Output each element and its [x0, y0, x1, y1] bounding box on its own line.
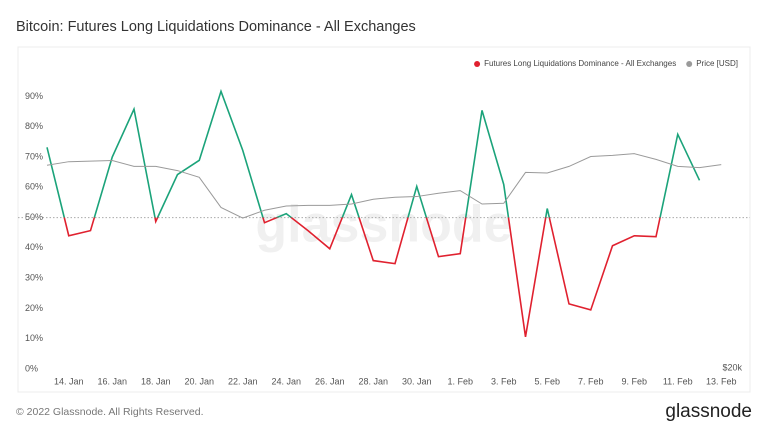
- x-tick-label: 9. Feb: [621, 376, 647, 386]
- x-tick-label: 3. Feb: [491, 376, 517, 386]
- y-tick-label: 90%: [25, 91, 43, 101]
- plot-frame: [17, 46, 751, 393]
- y-tick-label: 80%: [25, 121, 43, 131]
- x-tick-label: 26. Jan: [315, 376, 345, 386]
- y-tick-label: 0%: [25, 363, 38, 373]
- x-tick-label: 16. Jan: [97, 376, 127, 386]
- x-tick-label: 13. Feb: [706, 376, 737, 386]
- footer: © 2022 Glassnode. All Rights Reserved.: [16, 406, 204, 418]
- y2-tick-label: $20k: [722, 362, 742, 372]
- y-tick-label: 10%: [25, 333, 43, 343]
- legend-marker: [686, 61, 693, 67]
- y-tick-label: 50%: [25, 212, 43, 222]
- x-tick-label: 18. Jan: [141, 376, 171, 386]
- watermark: glassnode: [255, 196, 512, 254]
- legend-label: Futures Long Liquidations Dominance - Al…: [484, 59, 676, 68]
- price-line: [46, 153, 722, 219]
- x-tick-label: 11. Feb: [663, 376, 693, 386]
- y-tick-label: 20%: [25, 303, 43, 313]
- y-tick-label: 40%: [25, 242, 43, 252]
- legend-label: Price [USD]: [696, 59, 738, 68]
- y-tick-label: 60%: [25, 182, 43, 192]
- legend-marker: [474, 61, 481, 67]
- dominance-line: [46, 88, 701, 338]
- x-tick-label: 14. Jan: [54, 376, 84, 386]
- chart-title: Bitcoin: Futures Long Liquidations Domin…: [16, 19, 416, 35]
- x-tick-label: 30. Jan: [402, 376, 432, 386]
- y-tick-label: 70%: [25, 151, 43, 161]
- x-tick-label: 22. Jan: [228, 376, 258, 386]
- y-tick-label: 30%: [25, 273, 43, 283]
- x-tick-label: 28. Jan: [358, 376, 388, 386]
- logo: glassnode: [665, 401, 752, 422]
- x-tick-label: 1. Feb: [447, 376, 473, 386]
- x-tick-label: 7. Feb: [578, 376, 604, 386]
- x-tick-label: 24. Jan: [271, 376, 301, 386]
- x-tick-label: 5. Feb: [534, 376, 560, 386]
- x-tick-label: 20. Jan: [184, 376, 214, 386]
